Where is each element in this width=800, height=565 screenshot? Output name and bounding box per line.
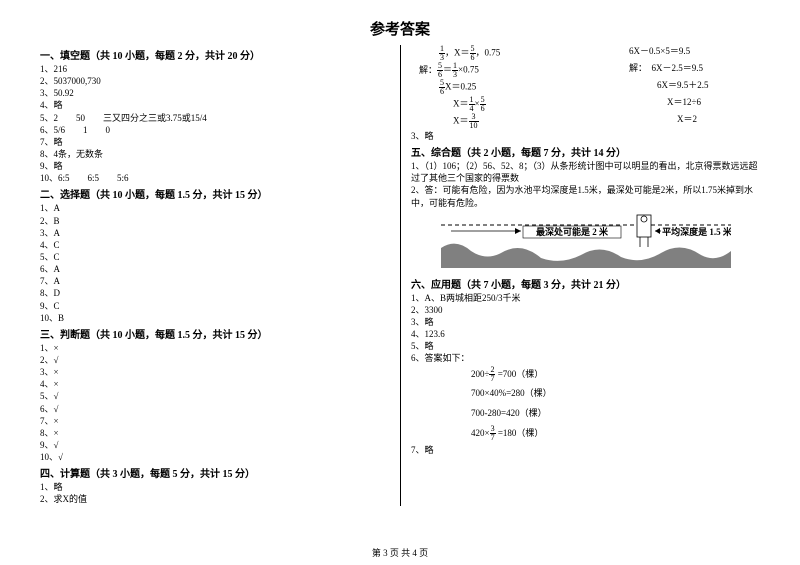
section-3-head: 三、判断题（共 10 小题，每题 1.5 分，共计 15 分）: [40, 326, 390, 341]
s3-item: 5、√: [40, 390, 390, 402]
eq-r1-right: 6X－0.5×5＝9.5: [629, 45, 690, 62]
s3-item: 10、√: [40, 451, 390, 463]
eq-r5-left: X＝310: [439, 113, 629, 130]
s3-item: 2、√: [40, 354, 390, 366]
section-2-head: 二、选择题（共 10 小题，每题 1.5 分，共计 15 分）: [40, 186, 390, 201]
section-4-head: 四、计算题（共 3 小题，每题 5 分，共计 15 分）: [40, 465, 390, 480]
s1-item: 10、6:5 6:5 5:6: [40, 172, 390, 184]
calc6-block: 200÷27 =700（棵） 700×40%=280（棵） 700-280=42…: [471, 365, 760, 444]
page-title: 参考答案: [40, 18, 760, 39]
s1-item: 1、216: [40, 63, 390, 75]
s2-item: 7、A: [40, 275, 390, 287]
eq-r5-right: X＝2: [629, 113, 697, 130]
calc6-l4: 420×37 =180（棵）: [471, 424, 760, 444]
eq-r1-left: 13，X＝56，0.75: [439, 45, 629, 62]
s4-item: 1、略: [40, 481, 390, 493]
diagram-label-right: 平均深度是 1.5 米: [662, 226, 731, 237]
s3-item: 6、√: [40, 403, 390, 415]
s2-item: 6、A: [40, 263, 390, 275]
s2-item: 10、B: [40, 312, 390, 324]
section-6-head: 六、应用题（共 7 小题，每题 3 分，共计 21 分）: [411, 276, 760, 291]
s1-item: 9、略: [40, 160, 390, 172]
s2-item: 1、A: [40, 202, 390, 214]
s6-item: 6、答案如下：: [411, 352, 760, 364]
s6-item: 2、3300: [411, 304, 760, 316]
page-footer: 第 3 页 共 4 页: [0, 546, 800, 559]
right-column: 13，X＝56，0.75 6X－0.5×5＝9.5 解：56＝13×0.75 解…: [400, 45, 760, 506]
eq-after: 3、略: [411, 130, 760, 142]
depth-diagram: 最深处可能是 2 米 平均深度是 1.5 米: [441, 213, 731, 268]
s2-item: 2、B: [40, 215, 390, 227]
s6-item: 5、略: [411, 340, 760, 352]
s1-item: 6、5/6 1 0: [40, 124, 390, 136]
s3-item: 7、×: [40, 415, 390, 427]
s6-item: 7、略: [411, 444, 760, 456]
section-1-head: 一、填空题（共 10 小题，每题 2 分，共计 20 分）: [40, 47, 390, 62]
s2-item: 4、C: [40, 239, 390, 251]
s2-item: 5、C: [40, 251, 390, 263]
s2-item: 3、A: [40, 227, 390, 239]
s4-item: 2、求X的值: [40, 493, 390, 505]
s5-item: 1、（1）106；（2）56、52、8；（3）从条形统计图中可以明显的看出，北京…: [411, 160, 760, 184]
s3-item: 1、×: [40, 342, 390, 354]
s2-item: 9、C: [40, 300, 390, 312]
s1-item: 5、2 50 三又四分之三或3.75或15/4: [40, 112, 390, 124]
s1-item: 3、50.92: [40, 87, 390, 99]
diagram-label-left: 最深处可能是 2 米: [536, 226, 609, 237]
calc6-l3: 700-280=420（棵）: [471, 404, 760, 424]
s1-item: 8、4条，无数条: [40, 148, 390, 160]
s1-item: 2、5037000,730: [40, 75, 390, 87]
s3-item: 9、√: [40, 439, 390, 451]
s1-item: 7、略: [40, 136, 390, 148]
calc6-l1: 200÷27 =700（棵）: [471, 365, 760, 385]
eq-r4-right: X＝12÷6: [629, 96, 701, 113]
section-5-head: 五、综合题（共 2 小题，每题 7 分，共计 14 分）: [411, 144, 760, 159]
eq-r2-left: 解：56＝13×0.75: [439, 62, 629, 79]
s2-item: 8、D: [40, 287, 390, 299]
calc6-l2: 700×40%=280（棵）: [471, 384, 760, 404]
s6-item: 1、A、B两城相距250/3千米: [411, 292, 760, 304]
s3-item: 3、×: [40, 366, 390, 378]
s1-item: 4、略: [40, 99, 390, 111]
s3-item: 4、×: [40, 378, 390, 390]
s5-item: 2、答：可能有危险，因为水池平均深度是1.5米，最深处可能是2米，所以1.75米…: [411, 184, 760, 208]
eq-r2-right: 解： 6X－2.5＝9.5: [629, 62, 703, 79]
content-columns: 一、填空题（共 10 小题，每题 2 分，共计 20 分） 1、216 2、50…: [40, 45, 760, 506]
eq-r4-left: X＝14×56: [439, 96, 629, 113]
eq-r3-left: 56X＝0.25: [439, 79, 629, 96]
s3-item: 8、×: [40, 427, 390, 439]
equation-block: 13，X＝56，0.75 6X－0.5×5＝9.5 解：56＝13×0.75 解…: [439, 45, 760, 130]
left-column: 一、填空题（共 10 小题，每题 2 分，共计 20 分） 1、216 2、50…: [40, 45, 400, 506]
s6-item: 4、123.6: [411, 328, 760, 340]
s6-item: 3、略: [411, 316, 760, 328]
eq-r3-right: 6X＝9.5＋2.5: [629, 79, 709, 96]
